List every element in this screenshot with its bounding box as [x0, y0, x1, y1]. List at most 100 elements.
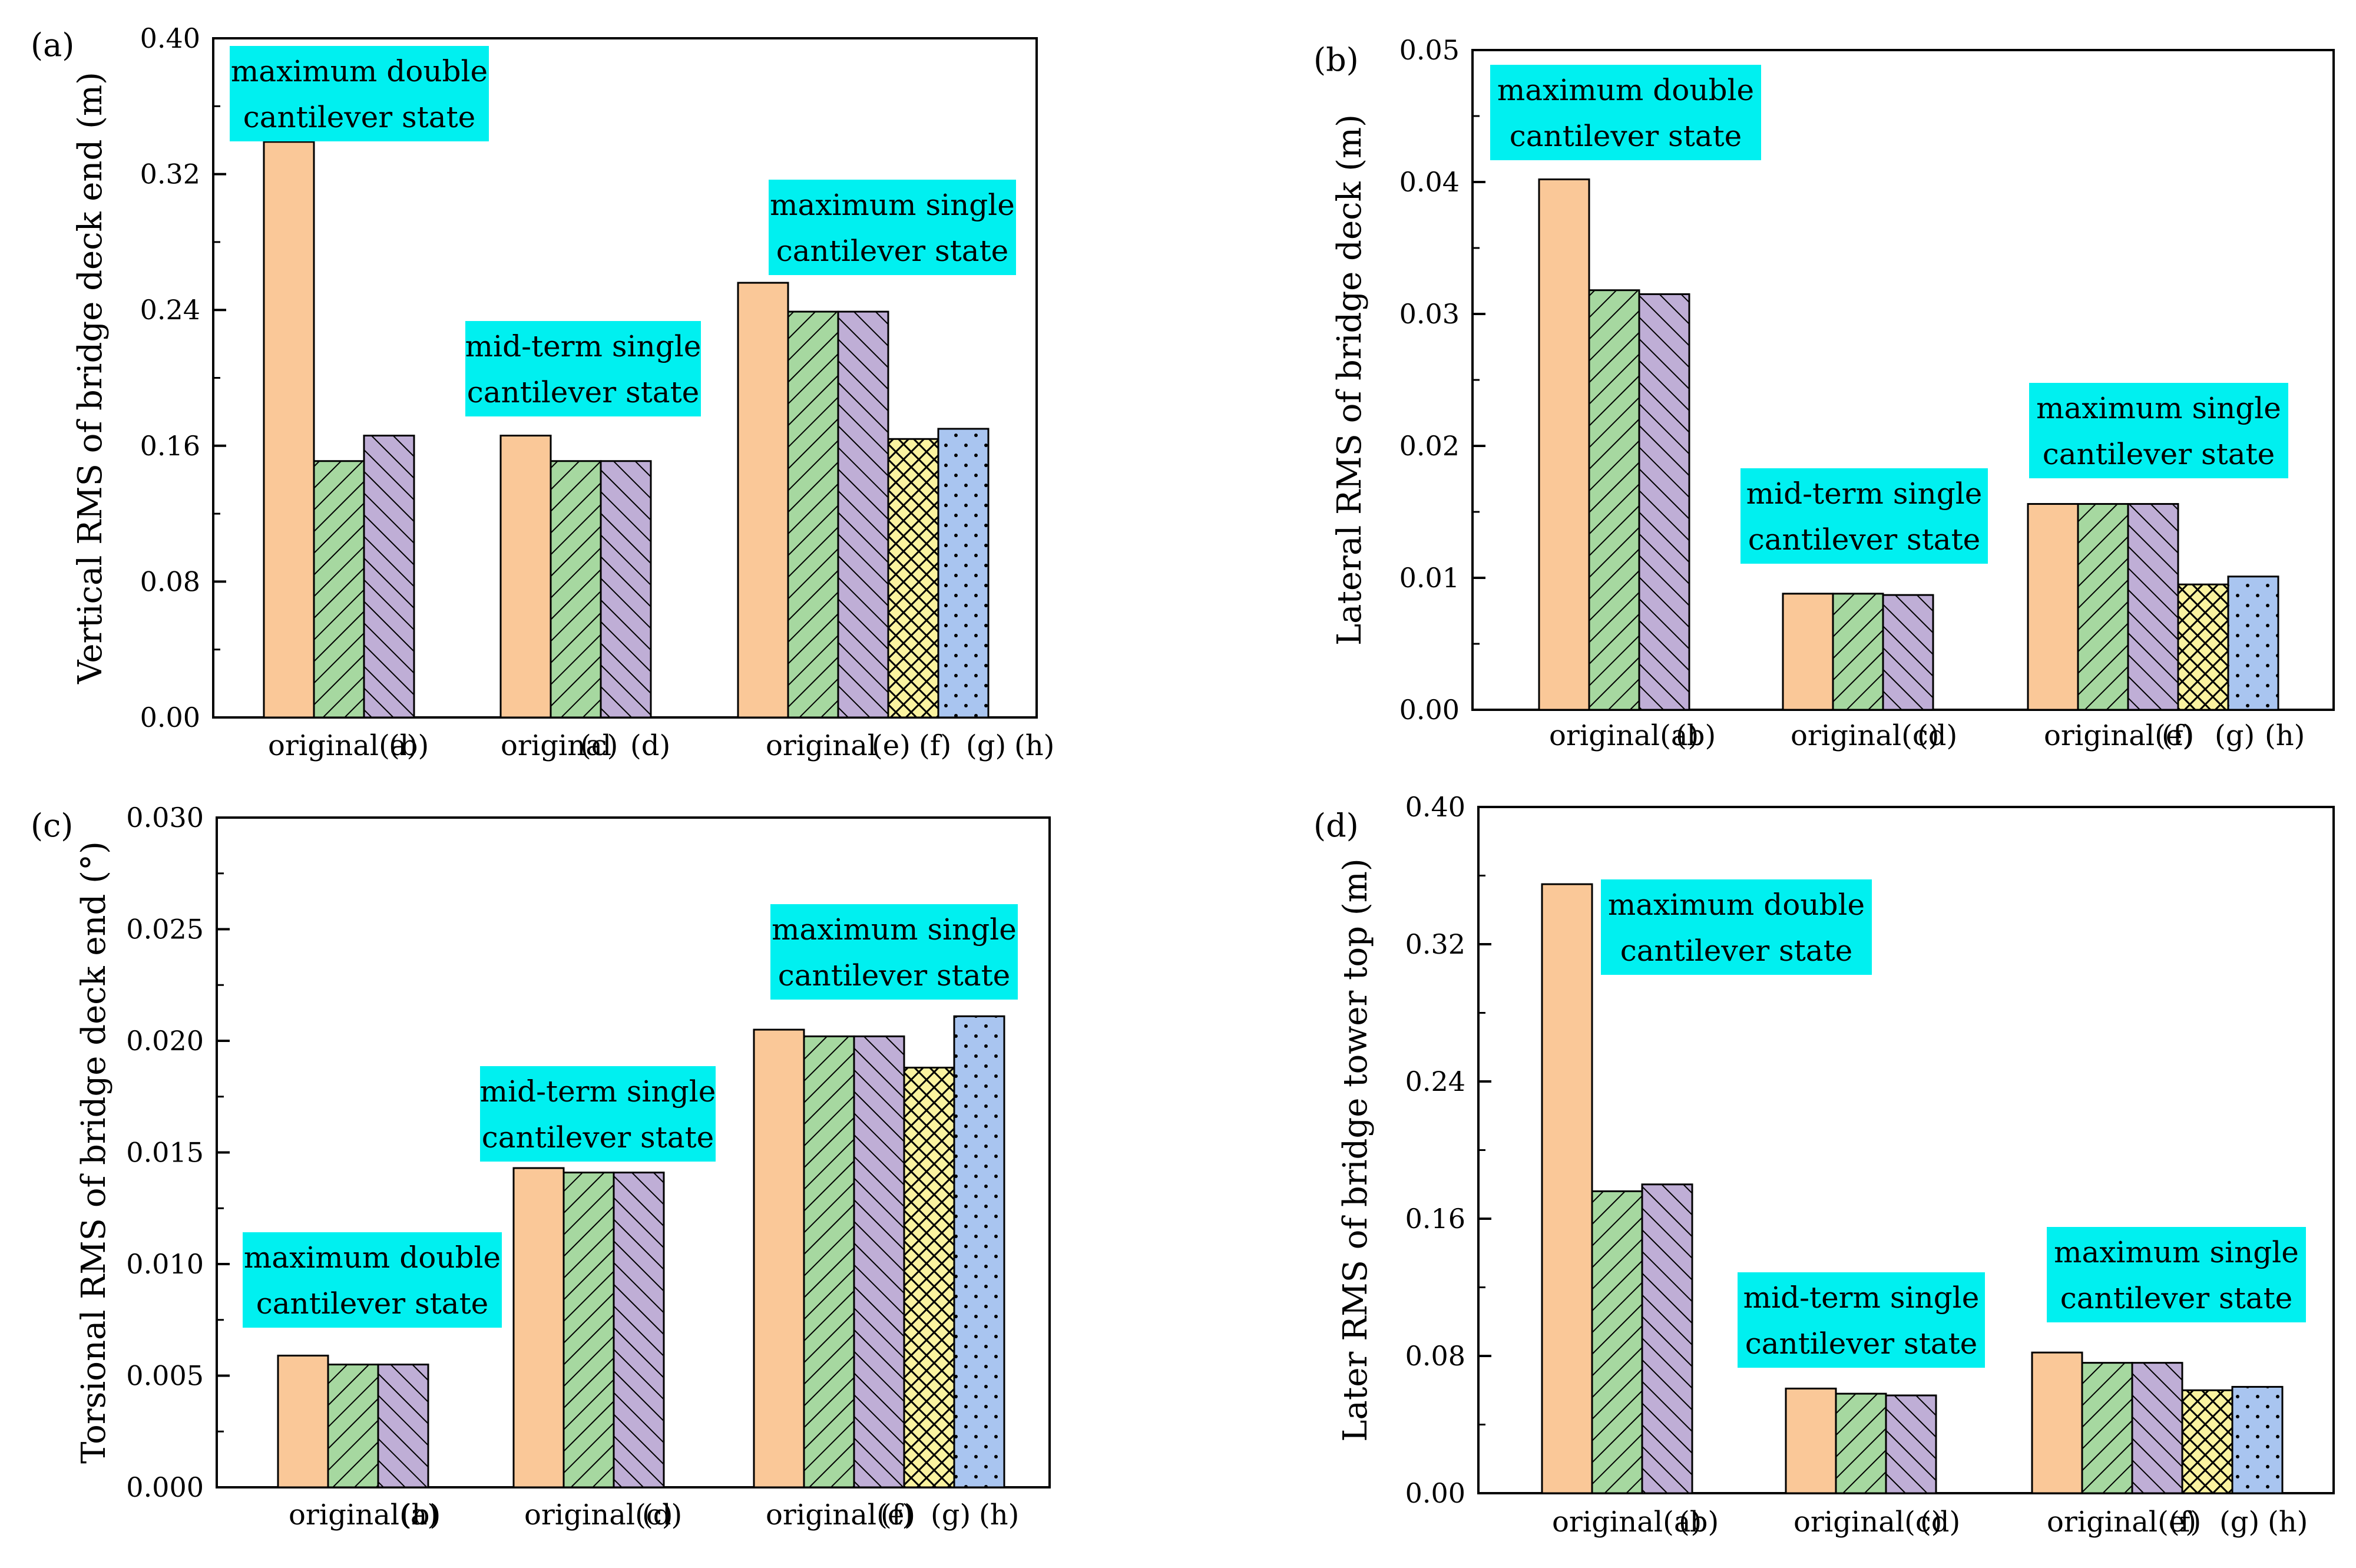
annotation-text: mid-term single: [1743, 1281, 1980, 1315]
bar-original: [1541, 883, 1593, 1494]
bar-original: [2031, 1351, 2083, 1494]
annotation-box: [1740, 468, 1988, 564]
panel-label: (b): [1313, 41, 1359, 78]
bar-c: [837, 310, 889, 719]
bar-b: [327, 1364, 379, 1488]
y-tick-label: 0.020: [126, 1025, 204, 1057]
bar-h: [953, 1015, 1005, 1488]
bar-h: [937, 428, 990, 719]
x-category-label: (f): [919, 729, 951, 762]
annotation-text: cantilever state: [778, 958, 1011, 993]
annotation-box: [1601, 879, 1872, 975]
annotation-text: cantilever state: [1510, 119, 1742, 153]
y-tick-label: 0.00: [1399, 694, 1460, 726]
bar-g: [903, 1066, 955, 1488]
bar-b: [1835, 1392, 1887, 1494]
bar-c: [600, 460, 652, 719]
bar-c: [853, 1035, 905, 1488]
x-category-label: (f): [2162, 719, 2194, 752]
annotation-box: [243, 1232, 502, 1328]
bar-b: [2081, 1362, 2133, 1494]
x-category-label: (d): [642, 1498, 682, 1531]
x-category-label: original(e): [2044, 719, 2193, 752]
y-tick-label: 0.00: [1405, 1477, 1465, 1509]
panel-label: (c): [31, 807, 73, 844]
annotation-text: mid-term single: [480, 1074, 716, 1109]
y-axis-title: Lateral RMS of bridge deck (m): [1331, 114, 1369, 646]
y-tick-label: 0.32: [1405, 928, 1465, 960]
bar-b: [313, 460, 365, 719]
bar-original: [277, 1354, 329, 1488]
y-tick-label: 0.16: [1405, 1203, 1465, 1235]
annotation-text: maximum double: [231, 54, 488, 88]
panel-c: (c) 0.000 0.005 0.010 0.015 0.020 0.025 0.030 To…: [31, 802, 1051, 1531]
bar-b: [803, 1035, 855, 1488]
x-category-label: (d): [630, 729, 670, 762]
x-category-label: original(c): [524, 1498, 673, 1531]
bar-original: [512, 1167, 565, 1488]
panel-b: (b) 0.00 0.01 0.02 0.03 0.04 0.05 Lateral RMS o…: [1313, 34, 2335, 752]
y-tick-label: 0.000: [126, 1471, 204, 1503]
bar-c: [1885, 1394, 1937, 1494]
x-category-label: original: [766, 729, 876, 762]
x-category-label: (h): [979, 1498, 1019, 1531]
y-tick-label: 0.16: [140, 430, 200, 462]
bar-b: [787, 310, 839, 719]
y-tick-label: 0.02: [1399, 430, 1460, 462]
bar-c: [1882, 594, 1934, 711]
bar-b: [562, 1172, 615, 1488]
x-category-label: original(e): [2047, 1506, 2196, 1539]
y-tick-label: 0.005: [126, 1360, 204, 1392]
annotation-text: cantilever state: [243, 100, 476, 134]
y-tick-label: 0.40: [140, 22, 200, 54]
bar-g: [2177, 583, 2229, 711]
annotation-box: [2029, 383, 2288, 478]
annotation-text: maximum single: [770, 188, 1015, 222]
x-category-label: (g): [2219, 1506, 2259, 1539]
x-category-label: (d): [1920, 1506, 1960, 1539]
bar-c: [1638, 293, 1690, 711]
y-tick-label: 0.025: [126, 914, 204, 945]
panel-label: (d): [1313, 807, 1359, 844]
annotation-text: cantilever state: [467, 375, 700, 409]
y-tick-label: 0.24: [1405, 1066, 1465, 1097]
bar-original: [263, 141, 315, 719]
bar-c: [377, 1364, 429, 1488]
annotation-text: maximum single: [2036, 391, 2281, 425]
y-axis-title: Vertical RMS of bridge deck end (m): [71, 72, 110, 684]
bar-b: [1588, 289, 1640, 711]
annotation-box: [465, 321, 701, 416]
bar-b: [1591, 1190, 1643, 1494]
bar-h: [2231, 1385, 2284, 1494]
y-tick-label: 0.24: [140, 294, 200, 326]
panel-a: (a) 0.00 0.08 0.16 0.24 0.32 0.40 Vertical RMS …: [31, 22, 1054, 762]
bar-g: [887, 438, 939, 719]
y-tick-label: 0.40: [1405, 791, 1465, 823]
y-axis-title: Later RMS of bridge tower top (m): [1336, 858, 1375, 1441]
x-category-label: (h): [1014, 729, 1054, 762]
annotation-text: cantilever state: [256, 1286, 489, 1321]
y-tick-label: 0.030: [126, 802, 204, 833]
y-tick-label: 0.00: [140, 702, 200, 733]
x-category-label: original(a): [289, 1498, 438, 1531]
y-tick-label: 0.05: [1399, 34, 1460, 66]
y-tick-label: 0.04: [1399, 166, 1460, 198]
x-category-label: original(e): [766, 1498, 915, 1531]
annotation-text: maximum double: [244, 1240, 501, 1275]
x-category-label: (d): [1917, 719, 1957, 752]
x-category-label: original: [501, 729, 611, 762]
x-category-label: (f): [2169, 1506, 2201, 1539]
annotation-text: mid-term single: [1746, 477, 1983, 511]
x-category-label: (g): [2215, 719, 2255, 752]
x-category-label: (h): [2268, 1506, 2308, 1539]
annotation-text: cantilever state: [776, 234, 1009, 268]
annotation-text: mid-term single: [465, 329, 701, 363]
x-category-label: (b): [1676, 719, 1716, 752]
annotation-text: cantilever state: [482, 1120, 714, 1155]
bar-original: [1538, 178, 1590, 711]
annotation-box: [1490, 65, 1761, 160]
bar-c: [1641, 1183, 1693, 1494]
annotation-text: maximum double: [1497, 73, 1754, 107]
x-category-label: (e): [872, 729, 911, 762]
